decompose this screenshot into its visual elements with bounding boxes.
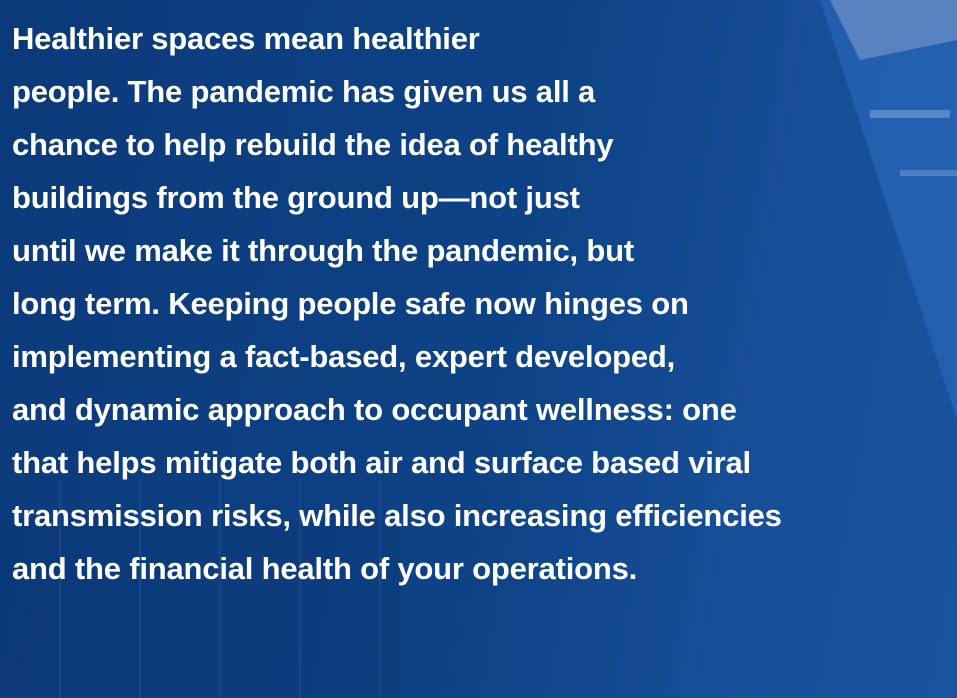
text-line: buildings from the ground up—not just xyxy=(12,171,957,224)
text-line: transmission risks, while also increasin… xyxy=(12,489,957,542)
text-line: Healthier spaces mean healthier xyxy=(12,12,957,65)
text-line: implementing a fact-based, expert develo… xyxy=(12,330,957,383)
text-line: chance to help rebuild the idea of healt… xyxy=(12,118,957,171)
text-line: and dynamic approach to occupant wellnes… xyxy=(12,383,957,436)
text-line: long term. Keeping people safe now hinge… xyxy=(12,277,957,330)
text-line: until we make it through the pandemic, b… xyxy=(12,224,957,277)
text-line: and the financial health of your operati… xyxy=(12,542,957,595)
text-line: that helps mitigate both air and surface… xyxy=(12,436,957,489)
text-line: people. The pandemic has given us all a xyxy=(12,65,957,118)
hero-panel: Healthier spaces mean healthierpeople. T… xyxy=(0,0,957,698)
